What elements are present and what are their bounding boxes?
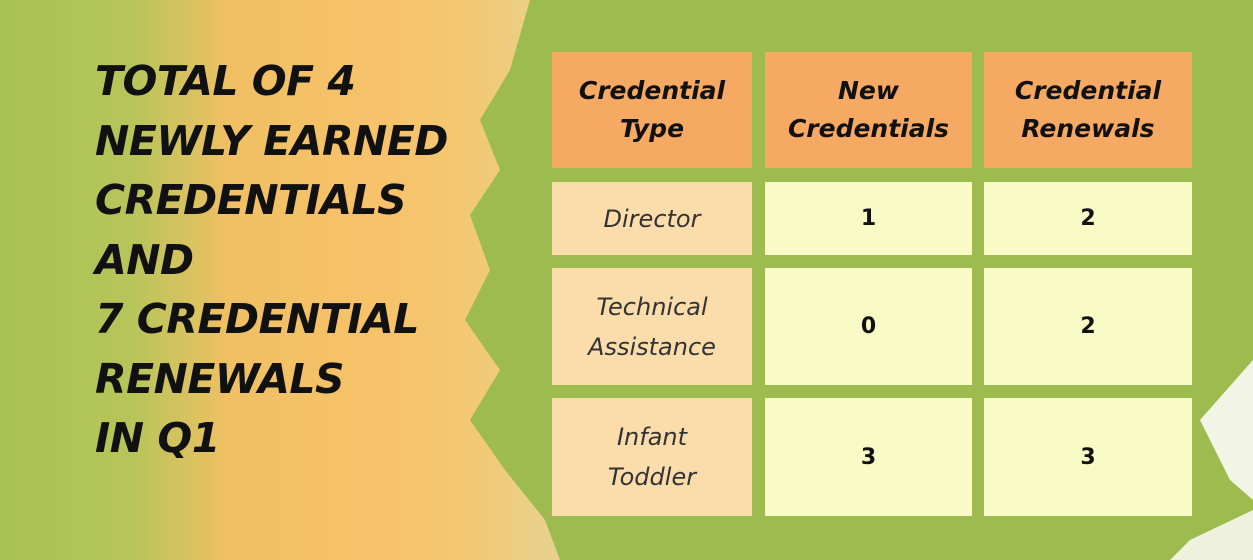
headline-line: RENEWALS bbox=[95, 354, 345, 403]
renewals-cell: 2 bbox=[984, 268, 1192, 385]
headline-line: TOTAL OF 4 bbox=[95, 57, 356, 105]
header-text: Type bbox=[619, 114, 685, 143]
header-text: Renewals bbox=[1021, 114, 1155, 143]
row-label-cell: Technical Assistance bbox=[552, 268, 752, 385]
row-label: Toddler bbox=[607, 463, 697, 491]
headline-line: 7 CREDENTIAL bbox=[95, 295, 419, 343]
renewals-cell: 2 bbox=[984, 182, 1192, 255]
row-label: Assistance bbox=[588, 332, 716, 361]
headline: TOTAL OF 4 NEWLY EARNED CREDENTIALS AND 7 CR… bbox=[95, 52, 448, 469]
new-credentials-cell: 3 bbox=[765, 398, 972, 516]
row-label: Technical bbox=[596, 292, 708, 321]
headline-line: NEWLY EARNED bbox=[95, 116, 448, 165]
headline-line: AND bbox=[95, 235, 194, 284]
headline-line: IN Q1 bbox=[95, 414, 220, 462]
row-label: Director bbox=[603, 204, 701, 233]
new-credentials-cell: 0 bbox=[765, 268, 972, 385]
row-label-cell: Director bbox=[552, 182, 752, 255]
header-cell: Credential Type bbox=[552, 52, 752, 168]
row-label-cell: Infant Toddler bbox=[552, 398, 752, 516]
renewals-cell: 3 bbox=[984, 398, 1192, 516]
header-text: Credential bbox=[1014, 76, 1162, 105]
new-credentials-cell: 1 bbox=[765, 182, 972, 255]
header-text: Credentials bbox=[787, 114, 950, 143]
header-text: New bbox=[838, 76, 899, 105]
headline-line: CREDENTIALS bbox=[95, 176, 407, 224]
left-background bbox=[0, 0, 560, 560]
header-cell: Credential Renewals bbox=[984, 52, 1192, 168]
header-text: Credential bbox=[578, 76, 726, 105]
row-label: Infant bbox=[616, 423, 688, 451]
header-cell: New Credentials bbox=[765, 52, 972, 168]
